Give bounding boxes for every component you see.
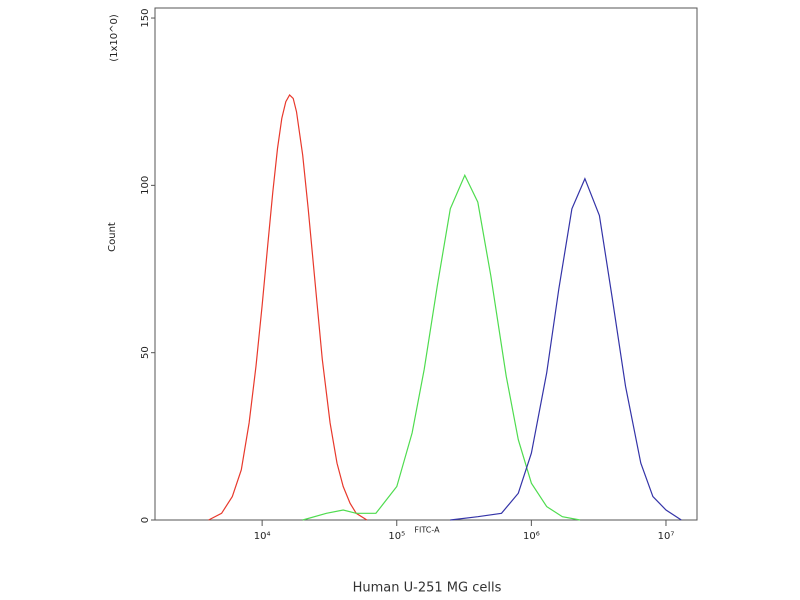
y-tick-label: 100 bbox=[140, 176, 151, 195]
histogram-line bbox=[450, 177, 682, 521]
x-tick-label: 10⁵ bbox=[388, 531, 405, 542]
chart-caption: Human U-251 MG cells bbox=[353, 581, 502, 596]
y-tick-label: 150 bbox=[140, 8, 151, 27]
y-scale-label: (1x10^0) bbox=[109, 14, 120, 62]
plot-frame bbox=[154, 7, 698, 521]
y-tick-label: 0 bbox=[140, 517, 151, 523]
x-axis-label: FITC-A bbox=[414, 526, 440, 535]
histogram-line bbox=[208, 94, 368, 521]
x-tick-label: 10⁷ bbox=[658, 531, 675, 542]
y-tick-label: 50 bbox=[140, 346, 151, 359]
y-axis-label: Count bbox=[107, 222, 118, 252]
histogram-line bbox=[302, 173, 581, 521]
x-tick-label: 10⁴ bbox=[254, 531, 271, 542]
x-tick-label: 10⁶ bbox=[523, 531, 540, 542]
